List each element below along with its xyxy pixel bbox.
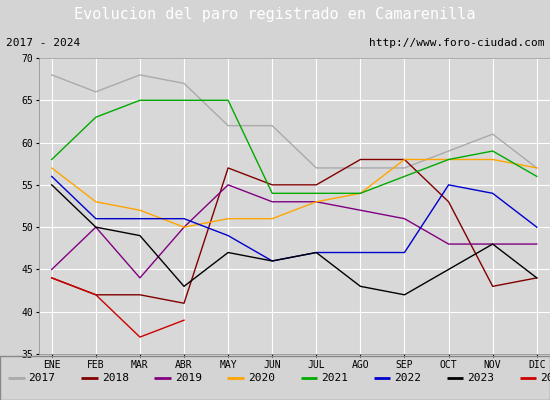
Text: 2022: 2022 — [394, 373, 421, 383]
Text: 2017 - 2024: 2017 - 2024 — [6, 38, 80, 48]
Text: 2020: 2020 — [248, 373, 275, 383]
Text: Evolucion del paro registrado en Camarenilla: Evolucion del paro registrado en Camaren… — [74, 8, 476, 22]
Text: 2021: 2021 — [321, 373, 348, 383]
Text: 2024: 2024 — [540, 373, 550, 383]
Text: 2018: 2018 — [102, 373, 129, 383]
Text: 2023: 2023 — [467, 373, 494, 383]
Text: 2019: 2019 — [175, 373, 202, 383]
Text: http://www.foro-ciudad.com: http://www.foro-ciudad.com — [369, 38, 544, 48]
Text: 2017: 2017 — [29, 373, 56, 383]
